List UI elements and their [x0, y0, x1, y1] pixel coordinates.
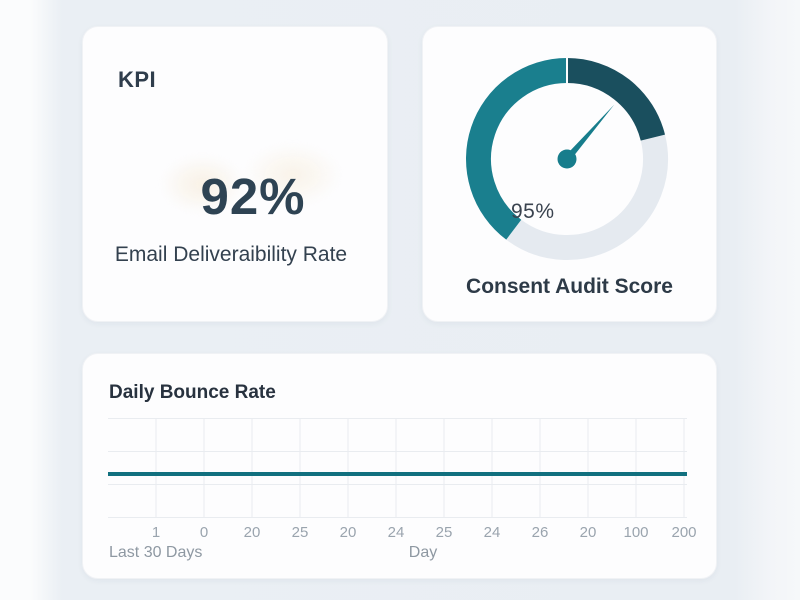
gauge-needle-icon [564, 104, 615, 162]
chart-range-label: Last 30 Days [109, 544, 203, 561]
line-chart-plot-area [108, 418, 687, 518]
x-tick-label: 20 [243, 524, 261, 541]
x-axis-title: Day [408, 544, 438, 561]
gauge-dial-icon [466, 58, 668, 260]
x-tick-label: 200 [671, 524, 697, 541]
x-tick-label: 24 [387, 524, 405, 541]
kpi-card: KPI 92% Email Deliveraibility Rate [82, 26, 388, 322]
x-tick-label: 1 [151, 524, 161, 541]
x-tick-label: 0 [199, 524, 209, 541]
x-axis-tick-row: 1 0 20 25 20 24 25 24 26 20 100 200 [108, 524, 697, 544]
gauge-segment-track [506, 134, 668, 260]
x-tick-label: 20 [579, 524, 597, 541]
gauge-card-title: Consent Audit Score [466, 275, 673, 298]
chart-title: Daily Bounce Rate [109, 382, 276, 403]
x-tick-label: 25 [435, 524, 453, 541]
gauge-value-label: 95% [511, 200, 555, 223]
kpi-label: Email Deliveraibility Rate [114, 243, 348, 266]
gauge-needle-hub [557, 149, 577, 169]
gauge-segment-dark [566, 58, 665, 142]
kpi-value: 92% [200, 168, 306, 225]
gauge-segment-primary [466, 58, 568, 240]
x-tick-label: 20 [339, 524, 357, 541]
x-tick-label: 25 [291, 524, 309, 541]
x-tick-label: 100 [623, 524, 649, 541]
kpi-card-title: KPI [118, 67, 157, 92]
bounce-rate-chart-card: Daily Bounce Rate 1 0 20 25 20 24 25 24 26 20 100 2… [82, 353, 717, 579]
x-tick-label: 24 [483, 524, 501, 541]
x-tick-label: 26 [531, 524, 549, 541]
gauge-card: 95% Consent Audit Score [422, 26, 717, 322]
